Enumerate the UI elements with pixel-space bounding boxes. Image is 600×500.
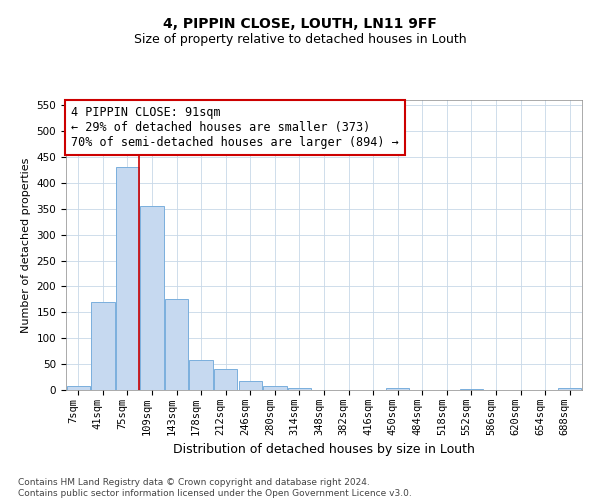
Text: Size of property relative to detached houses in Louth: Size of property relative to detached ho… xyxy=(134,32,466,46)
Bar xyxy=(67,386,90,390)
Bar xyxy=(263,386,287,390)
Bar xyxy=(239,380,262,390)
X-axis label: Distribution of detached houses by size in Louth: Distribution of detached houses by size … xyxy=(173,444,475,456)
Bar xyxy=(288,388,311,390)
Bar xyxy=(190,360,213,390)
Bar xyxy=(116,168,139,390)
Bar xyxy=(214,370,238,390)
Bar xyxy=(386,388,409,390)
Bar xyxy=(91,302,115,390)
Bar xyxy=(460,389,483,390)
Bar xyxy=(165,300,188,390)
Y-axis label: Number of detached properties: Number of detached properties xyxy=(21,158,31,332)
Bar xyxy=(140,206,164,390)
Bar xyxy=(558,388,581,390)
Text: 4, PIPPIN CLOSE, LOUTH, LN11 9FF: 4, PIPPIN CLOSE, LOUTH, LN11 9FF xyxy=(163,18,437,32)
Text: 4 PIPPIN CLOSE: 91sqm
← 29% of detached houses are smaller (373)
70% of semi-det: 4 PIPPIN CLOSE: 91sqm ← 29% of detached … xyxy=(71,106,399,149)
Text: Contains HM Land Registry data © Crown copyright and database right 2024.
Contai: Contains HM Land Registry data © Crown c… xyxy=(18,478,412,498)
